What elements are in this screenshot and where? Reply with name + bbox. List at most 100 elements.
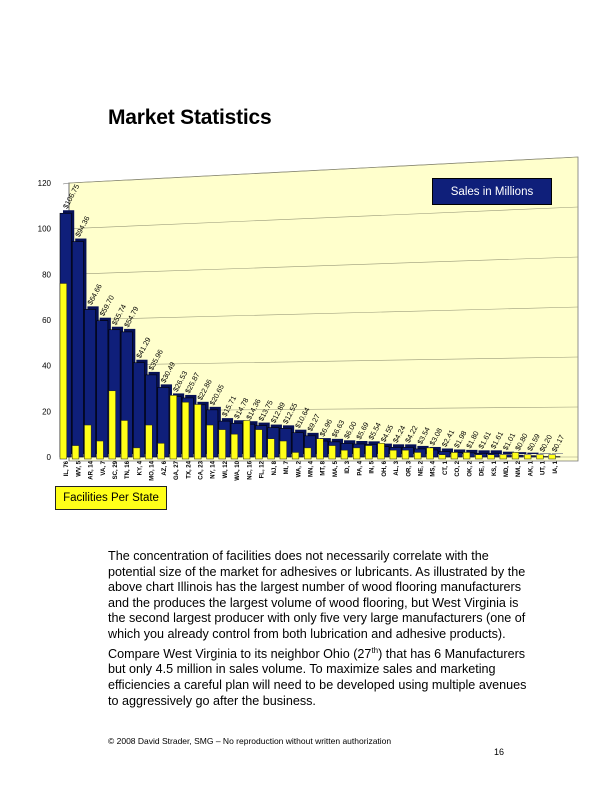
facilities-bar	[157, 443, 165, 460]
category-label: DE, 1	[480, 460, 486, 476]
body-paragraph: The concentration of facilities does not…	[108, 549, 528, 709]
copyright-footer: © 2008 David Strader, SMG – No reproduct…	[108, 736, 392, 746]
facilities-bar	[243, 420, 251, 460]
y-tick-label: 80	[42, 270, 51, 279]
gridline	[68, 156, 579, 184]
category-label: KS, 1	[492, 460, 498, 476]
sales-bar-shadow	[478, 450, 490, 454]
category-label: MI, 7	[284, 460, 290, 474]
category-label: IN, 5	[370, 460, 376, 473]
sales-bar-shadow	[490, 450, 502, 454]
category-label: WA, 2	[296, 460, 302, 477]
legend-facilities: Facilities Per State	[55, 486, 167, 510]
category-label: MD, 1	[504, 460, 510, 477]
axis-tick	[62, 182, 70, 185]
y-tick-label: 100	[38, 225, 52, 234]
category-label: CO, 2	[455, 460, 461, 476]
category-label: NM, 2	[516, 460, 522, 477]
facilities-bar	[267, 438, 275, 460]
category-label: TX, 24	[186, 460, 192, 478]
sales-bar	[71, 241, 84, 458]
category-label: AK, 1	[528, 460, 534, 476]
gridline	[68, 256, 579, 275]
category-label: AL, 3	[394, 460, 400, 475]
facilities-bar	[218, 429, 226, 460]
facilities-bar	[377, 443, 385, 460]
facilities-bar	[389, 449, 397, 460]
gridline	[68, 206, 579, 229]
category-label: KY, 4	[137, 460, 143, 475]
facilities-bar	[169, 395, 177, 460]
facilities-bar	[71, 445, 80, 460]
category-label: NY, 14	[211, 460, 217, 478]
sales-bar-shadow	[466, 449, 478, 454]
facilities-bar	[145, 424, 153, 460]
category-label: OH, 6	[382, 460, 388, 476]
category-label: MN, 4	[309, 460, 315, 477]
page-number: 16	[494, 747, 505, 757]
facilities-bar	[328, 445, 336, 460]
sales-bar-shadow	[454, 449, 466, 454]
category-label: MT, 8	[321, 460, 327, 475]
facilities-bar	[450, 452, 458, 460]
facilities-bar	[548, 454, 556, 460]
facilities-bar	[230, 433, 239, 460]
category-label: FL, 12	[260, 460, 266, 478]
facilities-bar	[194, 404, 202, 460]
facilities-bar	[133, 447, 141, 460]
sales-bar-shadow	[527, 452, 539, 454]
category-label: GA, 27	[174, 460, 180, 480]
gridline	[68, 356, 579, 366]
sales-bar	[96, 320, 109, 458]
facilities-bar	[499, 454, 507, 460]
facilities-bar	[462, 452, 471, 460]
category-label: IL, 76	[64, 460, 70, 476]
paragraph-part2: ) that has 6 Manufacturers but only 4.5 …	[108, 646, 527, 708]
category-label: WA, 10	[235, 460, 241, 480]
category-label: MA, 5	[333, 460, 339, 477]
category-label: AZ, 6	[162, 460, 168, 475]
category-label: AR, 14	[89, 460, 95, 479]
facilities-bar	[59, 283, 67, 460]
category-label: MS, 4	[431, 460, 437, 476]
category-label: OK, 2	[467, 460, 473, 476]
category-label: WI, 12	[223, 460, 229, 478]
y-tick-label: 20	[42, 407, 51, 416]
facilities-bar	[304, 447, 312, 460]
facilities-bar	[524, 454, 532, 460]
facilities-bar	[291, 452, 300, 460]
category-label: TN, 16	[125, 460, 131, 479]
y-tick-label: 120	[38, 179, 52, 188]
facilities-bar	[401, 449, 410, 460]
y-tick-label: 0	[47, 453, 52, 462]
category-label: OR, 3	[406, 460, 412, 476]
sales-bar	[133, 362, 145, 458]
category-label: IA, 1	[553, 460, 559, 473]
y-tick-label: 40	[42, 362, 51, 371]
facilities-bar	[438, 454, 446, 460]
facilities-bar	[487, 454, 495, 460]
category-label: CT, 1	[443, 460, 449, 475]
category-label: PA, 4	[357, 460, 363, 475]
category-label: VA, 7	[101, 460, 107, 475]
paragraph-part1: The concentration of facilities does not…	[108, 549, 526, 661]
facilities-bar	[536, 454, 544, 460]
facilities-bar	[365, 445, 373, 460]
facilities-bar	[96, 440, 104, 460]
category-label: WV, 5	[76, 460, 82, 476]
category-label: CA, 23	[199, 460, 205, 479]
facilities-bar	[316, 438, 324, 460]
facilities-bar	[120, 420, 129, 460]
facilities-bar	[279, 440, 287, 460]
category-label: NJ, 8	[272, 460, 278, 475]
facilities-bar	[108, 390, 116, 460]
facilities-bar	[475, 454, 483, 460]
facilities-bar	[255, 429, 263, 460]
paragraph-superscript: th	[371, 645, 379, 655]
facilities-bar	[511, 452, 520, 460]
sales-bar-shadow	[502, 451, 515, 454]
facilities-bar	[414, 452, 422, 460]
facilities-bar	[426, 447, 434, 460]
facilities-bar	[181, 401, 190, 460]
